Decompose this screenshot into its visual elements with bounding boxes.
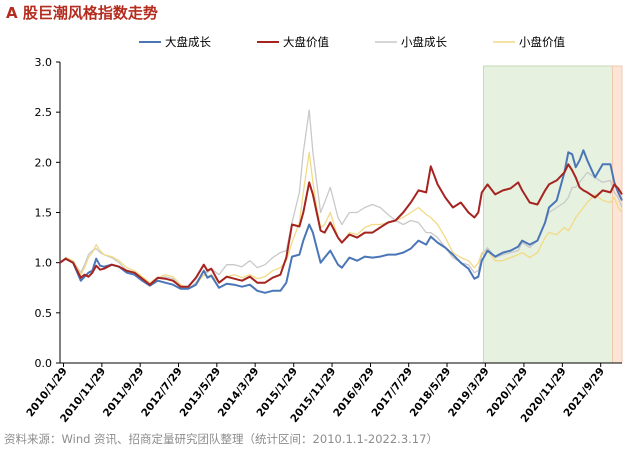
y-tick-label: 3.0 bbox=[35, 56, 53, 69]
x-tick-label: 2021/9/29 bbox=[561, 365, 607, 419]
y-tick-label: 1.0 bbox=[35, 257, 53, 270]
y-tick-label: 0.0 bbox=[35, 357, 53, 370]
legend-label-2: 大盘价值 bbox=[283, 35, 329, 49]
y-tick-label: 0.5 bbox=[35, 307, 53, 320]
legend-label-3: 小盘成长 bbox=[401, 35, 447, 49]
shaded-region-2 bbox=[612, 65, 623, 364]
y-tick-label: 1.5 bbox=[35, 207, 53, 220]
legend-label-1: 大盘成长 bbox=[165, 35, 211, 49]
source-note: 资料来源：Wind 资讯、招商定量研究团队整理（统计区间：2010.1.1-20… bbox=[4, 432, 438, 446]
y-tick-label: 2.0 bbox=[35, 156, 53, 169]
y-tick-label: 2.5 bbox=[35, 106, 53, 119]
chart-title: A 股巨潮风格指数走势 bbox=[6, 4, 158, 22]
legend-label-4: 小盘价值 bbox=[519, 35, 565, 49]
series-line-2 bbox=[59, 163, 623, 288]
